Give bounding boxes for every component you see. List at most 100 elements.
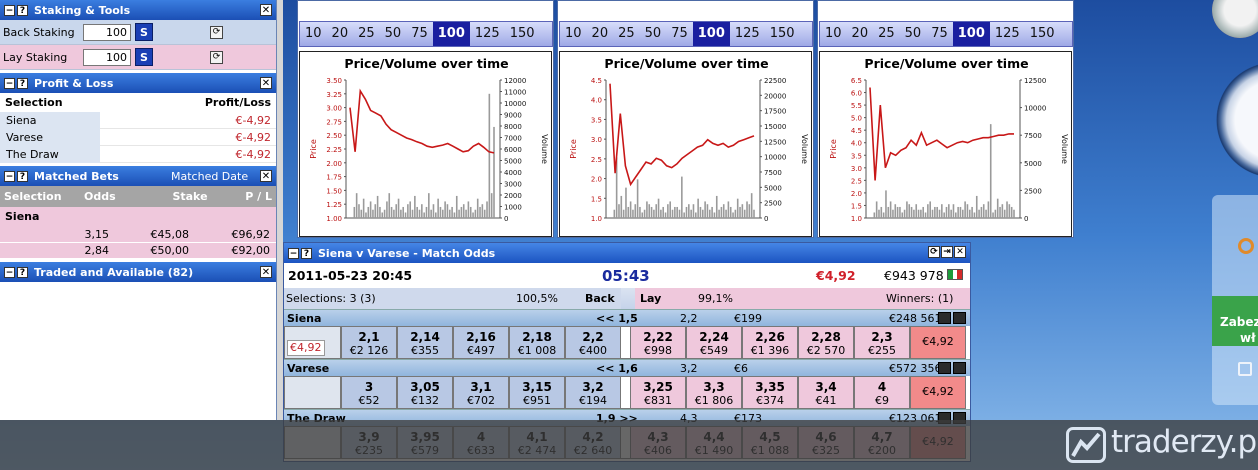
lay-price-cell[interactable]: 3,25 €831 (630, 376, 686, 409)
back-staking-row: Back Staking S ⟳ (0, 20, 276, 45)
price-tick-label: 2.75 (326, 118, 342, 126)
chart-icon[interactable] (938, 312, 951, 324)
close-icon[interactable]: ✕ (260, 4, 272, 16)
price-odds: 2,26 (755, 330, 785, 344)
volume-tick-label: 10000 (1024, 105, 1046, 113)
external-link-icon[interactable] (1238, 362, 1252, 376)
back-price-cell[interactable]: 3 €52 (341, 376, 397, 409)
zoom-option-75[interactable]: 75 (671, 26, 688, 41)
runner-name-row[interactable]: Siena << 1,5 2,2 €199 €248 561 (284, 309, 970, 326)
lay-book-percent: 99,1% (698, 292, 733, 305)
price-tick-label: 3.5 (851, 152, 862, 160)
runner-name-row[interactable]: Varese << 1,6 3,2 €6 €572 356 (284, 359, 970, 376)
back-price-cell[interactable]: 2,18 €1 008 (509, 326, 565, 359)
price-tick-label: 2.25 (326, 146, 342, 154)
back-price-cell[interactable]: 2,1 €2 126 (341, 326, 397, 359)
zoom-option-125[interactable]: 125 (474, 26, 500, 41)
lay-price-cell[interactable]: 3,35 €374 (742, 376, 798, 409)
close-icon[interactable]: ✕ (260, 266, 272, 278)
collapse-icon[interactable]: − (4, 4, 15, 16)
panel-splitter[interactable] (277, 0, 283, 420)
back-price-cell[interactable]: 3,05 €132 (397, 376, 453, 409)
volume-tick-label: 15000 (764, 123, 786, 131)
zoom-option-150[interactable]: 150 (509, 26, 535, 41)
price-amount: €52 (358, 394, 380, 407)
price-tick-label: 2.0 (851, 190, 862, 198)
security-gadget[interactable]: Zabez wł (1212, 296, 1258, 346)
zoom-option-25[interactable]: 25 (358, 26, 375, 41)
back-price-cell[interactable]: 2,2 €400 (565, 326, 621, 359)
help-icon[interactable]: ? (17, 170, 28, 182)
zoom-option-150[interactable]: 150 (769, 26, 795, 41)
lay-price-cell[interactable]: 2,26 €1 396 (742, 326, 798, 359)
help-icon[interactable]: ? (301, 247, 312, 259)
price-tick-label: 3.50 (326, 77, 342, 85)
volume-tick-label: 4000 (504, 169, 522, 177)
help-icon[interactable]: ? (17, 4, 28, 16)
close-icon[interactable]: ✕ (260, 170, 272, 182)
zoom-option-10[interactable]: 10 (565, 26, 582, 41)
zoom-option-50[interactable]: 50 (644, 26, 662, 41)
chart-icon[interactable] (938, 362, 951, 374)
back-price-cell[interactable]: 3,15 €951 (509, 376, 565, 409)
back-price-cell[interactable]: 2,14 €355 (397, 326, 453, 359)
zoom-option-125[interactable]: 125 (994, 26, 1020, 41)
zoom-option-75[interactable]: 75 (931, 26, 948, 41)
zoom-option-20[interactable]: 20 (331, 26, 349, 41)
zoom-bar: 10 20 25 50 75 100 125 150 (298, 1, 553, 51)
lay-price-cell[interactable]: 2,22 €998 (630, 326, 686, 359)
zoom-option-20[interactable]: 20 (851, 26, 869, 41)
refresh-icon[interactable]: ⟳ (210, 50, 223, 64)
lay-price-cell[interactable]: 2,3 €255 (854, 326, 910, 359)
zoom-bar: 10 20 25 50 75 100 125 150 (558, 1, 813, 51)
ladder-icon[interactable] (953, 312, 966, 324)
close-icon[interactable]: ✕ (954, 246, 966, 258)
lay-price-cell[interactable]: 4 €9 (854, 376, 910, 409)
zoom-option-25[interactable]: 25 (618, 26, 635, 41)
help-icon[interactable]: ? (17, 77, 28, 89)
security-gadget-text2: wł (1240, 331, 1256, 345)
back-staking-input[interactable] (83, 23, 131, 41)
zoom-option-10[interactable]: 10 (305, 26, 322, 41)
collapse-icon[interactable]: − (4, 77, 15, 89)
ladder-icon[interactable] (953, 362, 966, 374)
collapse-icon[interactable]: − (4, 170, 15, 182)
zoom-option-100[interactable]: 100 (692, 22, 730, 46)
zoom-option-50[interactable]: 50 (904, 26, 922, 41)
back-price-cell[interactable]: 3,2 €194 (565, 376, 621, 409)
refresh-icon[interactable]: ⟳ (210, 25, 223, 39)
lay-price-cell[interactable]: 2,28 €2 570 (798, 326, 854, 359)
volume-axis-label: Volume (800, 134, 809, 164)
dock-icon[interactable]: ⇥ (941, 246, 953, 258)
zoom-option-10[interactable]: 10 (825, 26, 842, 41)
pl-value: €-4,92 (100, 129, 276, 146)
zoom-option-150[interactable]: 150 (1029, 26, 1055, 41)
back-price-cell[interactable]: 3,1 €702 (453, 376, 509, 409)
matched-sort-label[interactable]: Matched Date (171, 169, 249, 183)
collapse-icon[interactable]: − (4, 266, 15, 278)
collapse-icon[interactable]: − (288, 247, 299, 259)
zoom-option-25[interactable]: 25 (878, 26, 895, 41)
volume-tick-label: 12000 (504, 77, 526, 85)
price-tick-label: 2.50 (326, 132, 342, 140)
lay-price-cell[interactable]: 2,24 €549 (686, 326, 742, 359)
runner-position-cell: €4,92 (284, 326, 341, 359)
zoom-option-125[interactable]: 125 (734, 26, 760, 41)
zoom-option-20[interactable]: 20 (591, 26, 609, 41)
zoom-option-100[interactable]: 100 (952, 22, 990, 46)
zoom-option-100[interactable]: 100 (432, 22, 470, 46)
lay-price-cell[interactable]: 3,4 €41 (798, 376, 854, 409)
zoom-option-50[interactable]: 50 (384, 26, 402, 41)
back-staking-s-button[interactable]: S (135, 23, 153, 41)
refresh-icon[interactable]: ⟳ (928, 246, 940, 258)
zoom-option-75[interactable]: 75 (411, 26, 428, 41)
help-icon[interactable]: ? (17, 266, 28, 278)
left-panel: − ? Staking & Tools ✕ Back Staking S ⟳ L… (0, 0, 277, 420)
lay-staking-input[interactable] (83, 48, 131, 66)
close-icon[interactable]: ✕ (260, 77, 272, 89)
winners-count: Winners: (1) (886, 292, 954, 305)
lay-price-cell[interactable]: 3,3 €1 806 (686, 376, 742, 409)
lay-staking-label: Lay Staking (3, 50, 68, 64)
back-price-cell[interactable]: 2,16 €497 (453, 326, 509, 359)
lay-staking-s-button[interactable]: S (135, 48, 153, 66)
